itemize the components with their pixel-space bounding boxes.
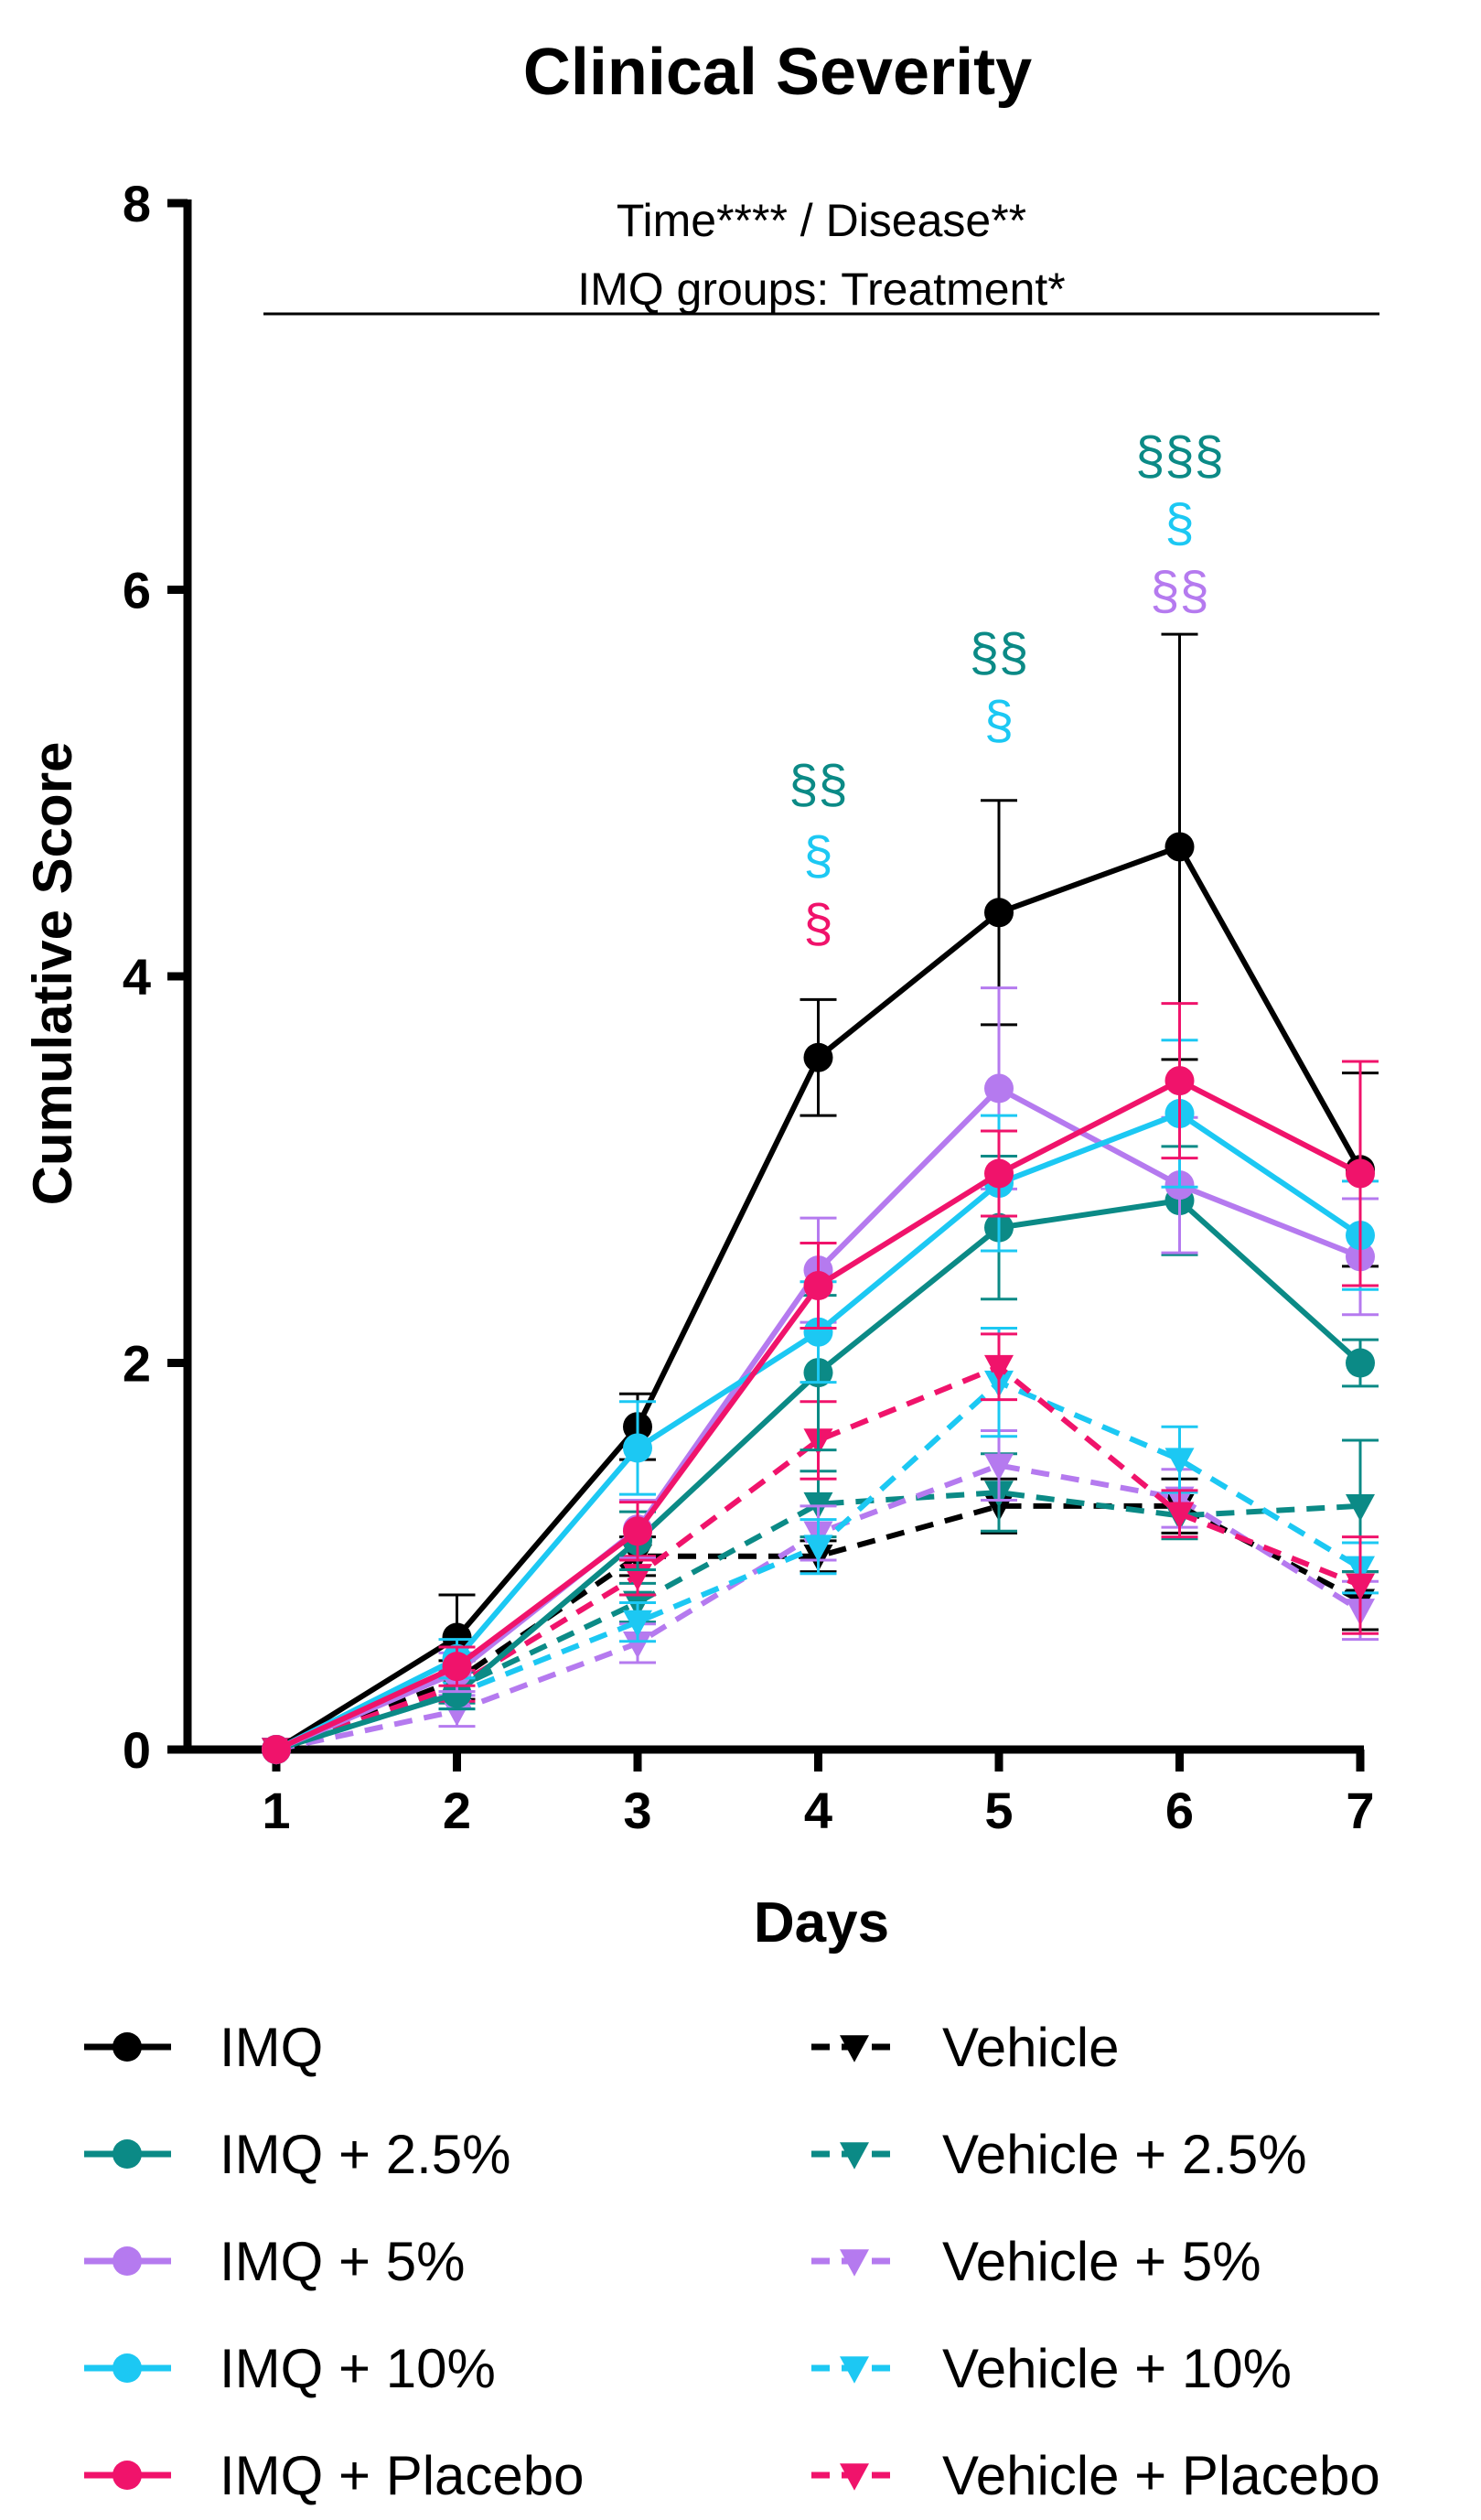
legend-label-imq-placebo: IMQ + Placebo <box>220 2445 585 2506</box>
legend-marker-imq-placebo <box>113 2461 142 2490</box>
point-vehicle-placebo-day-6 <box>1164 1502 1195 1530</box>
legend-marker-vehicle <box>840 2035 869 2062</box>
legend: IMQ IMQ + 2.5% IMQ + 5% IMQ + 10% IMQ + Plac… <box>84 2017 1380 2506</box>
point-imq-placebo-day-5 <box>984 1158 1014 1189</box>
legend-item-imq-5: IMQ + 5% <box>84 2231 465 2292</box>
point-vehicle-2-5-day-7 <box>1346 1494 1375 1522</box>
x-tick-label-4: 4 <box>804 1782 832 1839</box>
point-vehicle-5-day-3 <box>623 1632 652 1659</box>
header-annotation-line-2: IMQ groups: Treatment* <box>577 264 1066 315</box>
point-vehicle-placebo-day-7 <box>1346 1573 1375 1601</box>
x-tick-label-5: 5 <box>984 1782 1013 1839</box>
legend-item-imq: IMQ <box>84 2017 323 2078</box>
x-tick-label-2: 2 <box>443 1782 471 1839</box>
y-tick-label-2: 2 <box>123 1335 151 1393</box>
chart-title: Clinical Severity <box>523 36 1032 109</box>
x-axis-label: Days <box>754 1891 889 1955</box>
point-imq-placebo-day-3 <box>623 1516 652 1546</box>
point-imq-placebo-day-1 <box>262 1735 291 1764</box>
point-vehicle-10-day-6 <box>1164 1448 1195 1475</box>
legend-label-vehicle-placebo: Vehicle + Placebo <box>942 2445 1380 2506</box>
legend-marker-vehicle-10 <box>840 2356 869 2384</box>
legend-label-vehicle-10: Vehicle + 10% <box>942 2338 1292 2399</box>
point-imq-placebo-day-6 <box>1164 1066 1195 1096</box>
point-vehicle-5-day-5 <box>984 1453 1014 1481</box>
legend-item-vehicle-10: Vehicle + 10% <box>811 2338 1292 2399</box>
significance-mark-0: §§ <box>789 755 848 814</box>
significance-mark-6: § <box>1164 494 1194 554</box>
legend-label-imq-10: IMQ + 10% <box>220 2338 496 2399</box>
legend-marker-vehicle-5 <box>840 2249 869 2277</box>
axes: 0 2 4 6 8 1 2 3 4 5 6 7 <box>123 175 1375 1839</box>
point-imq-day-4 <box>803 1042 833 1072</box>
point-imq-placebo-day-4 <box>803 1271 833 1300</box>
x-tick-label-3: 3 <box>623 1782 651 1839</box>
series-layer <box>262 632 1379 1765</box>
legend-label-vehicle-2-5: Vehicle + 2.5% <box>942 2124 1307 2185</box>
legend-marker-imq-2-5 <box>113 2139 142 2169</box>
legend-label-vehicle-5: Vehicle + 5% <box>942 2231 1261 2292</box>
point-imq-day-6 <box>1164 832 1195 862</box>
point-imq-10-day-4 <box>803 1317 833 1347</box>
legend-marker-imq-5 <box>113 2246 142 2276</box>
legend-item-imq-placebo: IMQ + Placebo <box>84 2445 585 2506</box>
significance-mark-7: §§ <box>1150 562 1209 621</box>
y-tick-label-8: 8 <box>123 175 151 232</box>
point-imq-day-5 <box>984 898 1014 928</box>
y-tick-label-0: 0 <box>123 1721 151 1779</box>
y-axis-label: Cumulative Score <box>22 742 83 1206</box>
header-annotation-line-1: Time**** / Disease** <box>617 195 1026 246</box>
y-tick-label-4: 4 <box>123 948 151 1006</box>
legend-label-imq: IMQ <box>220 2017 323 2078</box>
point-vehicle-10-day-3 <box>623 1610 652 1638</box>
legend-label-imq-5: IMQ + 5% <box>220 2231 465 2292</box>
legend-label-vehicle: Vehicle <box>942 2017 1119 2078</box>
x-tick-label-1: 1 <box>262 1782 290 1839</box>
legend-label-imq-2-5: IMQ + 2.5% <box>220 2124 510 2185</box>
legend-item-imq-10: IMQ + 10% <box>84 2338 496 2399</box>
point-imq-placebo-day-2 <box>442 1652 472 1682</box>
x-tick-label-7: 7 <box>1346 1782 1374 1839</box>
significance-mark-1: § <box>803 826 832 886</box>
legend-item-vehicle-5: Vehicle + 5% <box>811 2231 1261 2292</box>
legend-marker-vehicle-placebo <box>840 2463 869 2491</box>
significance-mark-5: §§§ <box>1135 426 1224 486</box>
point-imq-5-day-5 <box>984 1073 1014 1104</box>
legend-marker-vehicle-2-5 <box>840 2142 869 2170</box>
point-vehicle-placebo-day-5 <box>984 1354 1014 1383</box>
series-imq-placebo <box>262 1002 1379 1764</box>
point-imq-10-day-3 <box>623 1433 652 1463</box>
point-vehicle-10-day-4 <box>803 1535 833 1562</box>
significance-marks: §§§§§§§§§§§§§ <box>789 426 1224 953</box>
point-imq-2-5-day-7 <box>1346 1348 1375 1378</box>
legend-item-vehicle-placebo: Vehicle + Placebo <box>811 2445 1380 2506</box>
point-imq-placebo-day-7 <box>1346 1158 1375 1189</box>
x-tick-label-6: 6 <box>1165 1782 1194 1839</box>
significance-mark-2: § <box>803 894 832 953</box>
y-tick-label-6: 6 <box>123 562 151 619</box>
significance-mark-4: § <box>984 691 1014 750</box>
legend-marker-imq-10 <box>113 2353 142 2383</box>
legend-item-vehicle-2-5: Vehicle + 2.5% <box>811 2124 1307 2185</box>
legend-marker-imq <box>113 2032 142 2062</box>
legend-item-vehicle: Vehicle <box>811 2017 1119 2078</box>
legend-item-imq-2-5: IMQ + 2.5% <box>84 2124 510 2185</box>
significance-mark-3: §§ <box>970 623 1029 683</box>
point-imq-day-2 <box>442 1622 472 1653</box>
